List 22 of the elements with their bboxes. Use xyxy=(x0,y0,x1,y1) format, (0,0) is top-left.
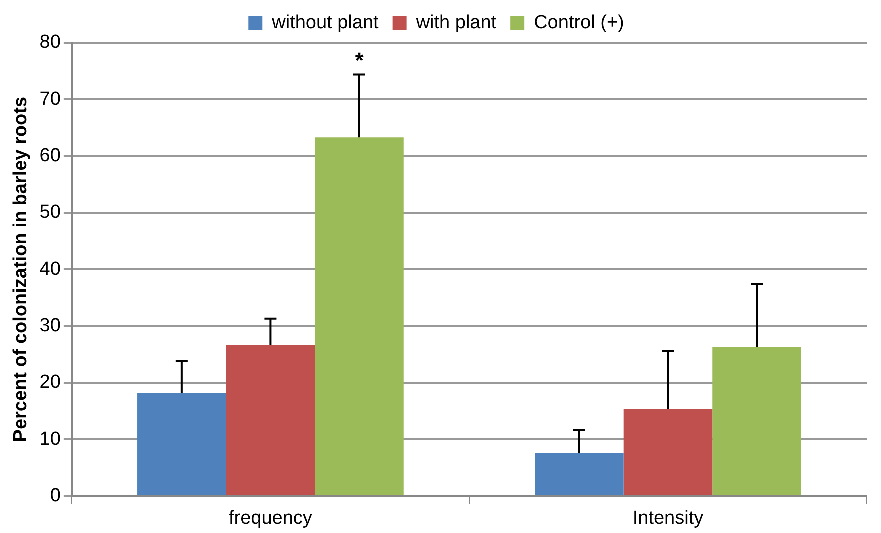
y-axis-title: Percent of colonization in barley roots xyxy=(10,96,32,442)
annotation: * xyxy=(355,48,364,73)
y-tick-label: 80 xyxy=(40,32,61,54)
legend-label: without plant xyxy=(271,12,380,34)
bar xyxy=(712,347,802,496)
y-tick-label: 20 xyxy=(40,372,61,394)
x-tick-label: frequency xyxy=(228,508,313,529)
y-tick-label: 70 xyxy=(40,88,61,110)
y-tick-label: 50 xyxy=(40,202,61,224)
y-tick-label: 60 xyxy=(40,146,61,167)
x-tick-label: Intensity xyxy=(632,508,704,529)
bar xyxy=(535,453,624,496)
y-tick-label: 10 xyxy=(40,428,61,450)
bar xyxy=(624,410,713,496)
legend-label: with plant xyxy=(415,12,498,34)
bar xyxy=(315,138,404,496)
y-tick-label: 0 xyxy=(50,485,61,506)
y-tick-label: 40 xyxy=(40,258,61,280)
legend-label: Control (+) xyxy=(534,12,624,34)
bar xyxy=(138,393,226,496)
y-tick-label: 30 xyxy=(40,315,61,336)
bar xyxy=(226,346,316,496)
